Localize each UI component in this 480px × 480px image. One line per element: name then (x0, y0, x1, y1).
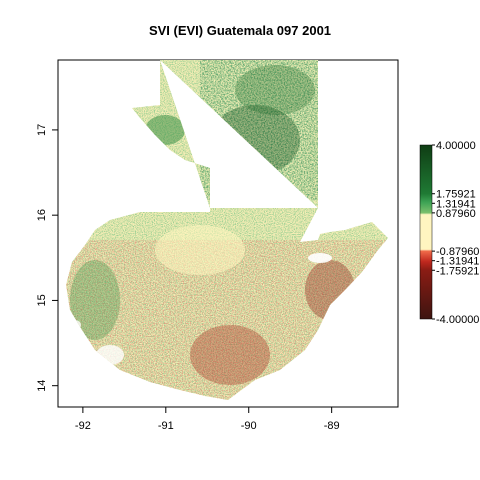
y-tick-label: 16 (36, 209, 48, 221)
x-axis: -92 -91 -90 -89 (75, 407, 340, 432)
legend-label: 0.87960 (436, 208, 476, 220)
legend-label: -0.87960 (436, 246, 479, 258)
legend-label: -4.00000 (436, 314, 479, 326)
x-tick-label: -92 (75, 420, 91, 432)
x-tick-label: -89 (324, 420, 340, 432)
x-tick-label: -90 (241, 420, 257, 432)
legend-label: -1.75921 (436, 265, 479, 277)
legend-label: 1.75921 (436, 189, 476, 201)
y-tick-label: 17 (36, 124, 48, 136)
y-axis: 14 15 16 17 (36, 124, 58, 392)
map-title: SVI (EVI) Guatemala 097 2001 (148, 23, 332, 38)
legend-label: 4.00000 (436, 140, 476, 152)
y-tick-label: 14 (36, 380, 48, 392)
legend-colorbar (419, 144, 433, 320)
legend-label: 1.31941 (436, 198, 476, 210)
y-tick-label: 15 (36, 294, 48, 306)
x-tick-label: -91 (158, 420, 174, 432)
legend-label: -1.31941 (436, 256, 479, 268)
